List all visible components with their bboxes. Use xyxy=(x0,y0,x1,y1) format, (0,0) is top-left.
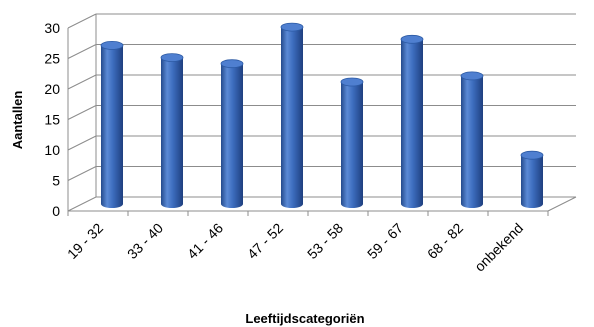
gridline-diagonal xyxy=(67,135,97,151)
gridline-diagonal xyxy=(67,166,97,181)
gridline-diagonal xyxy=(67,105,97,120)
bar xyxy=(520,150,544,208)
x-tick-label: 47 - 52 xyxy=(244,220,286,262)
y-axis-ticks: 0 5 10 15 20 25 30 xyxy=(44,20,60,219)
bar xyxy=(400,34,424,208)
bar xyxy=(220,59,244,209)
gridline-diagonal xyxy=(67,74,97,90)
y-tick-label: 0 xyxy=(52,203,60,219)
y-tick-label: 10 xyxy=(44,142,60,158)
x-tick-label: 19 - 32 xyxy=(64,220,106,262)
bar xyxy=(340,77,364,208)
bar-top xyxy=(280,22,304,32)
x-tick-label: 68 - 82 xyxy=(424,220,466,262)
bar xyxy=(460,71,484,209)
x-tick-label: 53 - 58 xyxy=(304,220,346,262)
bar-body xyxy=(461,75,483,209)
bar-top xyxy=(340,77,364,87)
bar-body xyxy=(401,39,423,208)
bar-body xyxy=(161,57,183,208)
x-tick-label: 33 - 40 xyxy=(124,220,166,262)
bar-body xyxy=(521,155,543,208)
bar-top xyxy=(220,59,244,69)
gridline-diagonal xyxy=(67,196,97,212)
x-tick-label: 59 - 67 xyxy=(364,220,406,262)
y-tick-label: 20 xyxy=(44,81,60,97)
bar-top xyxy=(520,150,544,160)
bar-body xyxy=(221,63,243,209)
gridline-diagonal xyxy=(67,44,97,59)
bar-top xyxy=(160,53,184,62)
floor-right-edge xyxy=(547,196,577,212)
bar xyxy=(160,53,184,208)
y-tick-label: 30 xyxy=(44,20,60,36)
x-tick-label: onbekend xyxy=(471,220,526,275)
gridline-diagonal xyxy=(67,13,97,29)
bar xyxy=(280,22,304,208)
y-tick-label: 15 xyxy=(44,112,60,128)
bar-body xyxy=(101,45,123,209)
y-axis-title: Aantallen xyxy=(10,91,25,150)
y-tick-label: 5 xyxy=(52,173,60,189)
bar-top xyxy=(460,71,484,81)
x-axis-title: Leeftijdscategoriën xyxy=(245,311,364,326)
bar xyxy=(100,41,124,209)
x-axis-ticks: 19 - 32 33 - 40 41 - 46 47 - 52 53 - 58 59 - … xyxy=(64,211,549,275)
y-tick-label: 25 xyxy=(44,51,60,67)
bar-top xyxy=(100,41,124,50)
gridlines xyxy=(67,13,577,212)
bars xyxy=(100,22,544,209)
x-tick-label: 41 - 46 xyxy=(184,220,226,262)
bar-top xyxy=(400,34,424,44)
bar-body xyxy=(341,82,363,208)
bar-body xyxy=(281,27,303,208)
